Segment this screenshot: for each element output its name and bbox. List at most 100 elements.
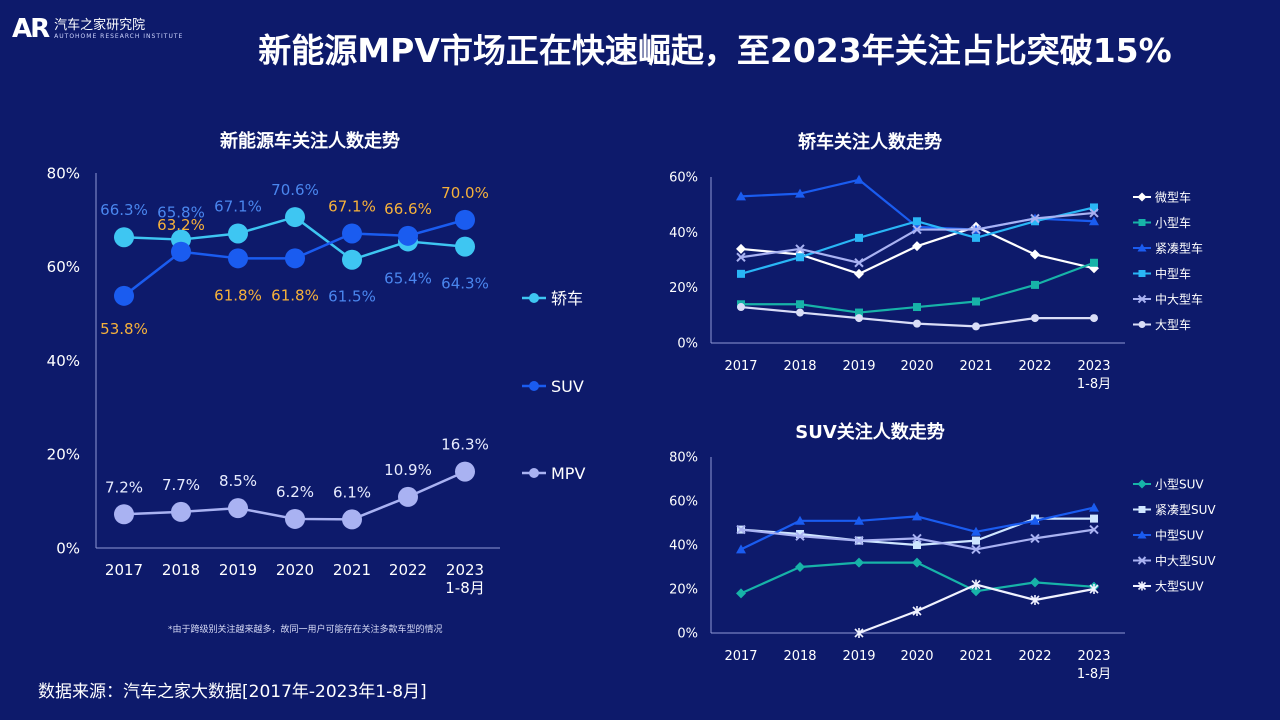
sedan-point	[972, 233, 980, 242]
logo-chinese-name: 汽车之家研究院	[54, 17, 146, 33]
nev-data-label: 67.1%	[214, 197, 262, 215]
sedan-point	[913, 217, 921, 226]
suv-point	[912, 557, 922, 568]
nev-data-label: 65.4%	[384, 269, 432, 287]
suv-legend-marker	[1137, 530, 1147, 539]
suv-series-line	[740, 561, 1095, 595]
suv-legend-marker	[1137, 556, 1147, 565]
nev-data-label: 63.2%	[157, 216, 205, 234]
sedan-legend-label: 微型车	[1155, 190, 1191, 205]
suv-point	[971, 586, 981, 597]
suv-point	[1090, 514, 1098, 523]
nev-y-tick-label: 0%	[56, 539, 80, 557]
suv-point	[1030, 515, 1040, 525]
suv-point	[854, 515, 864, 525]
nev-data-label: 61.8%	[214, 286, 262, 304]
nev-point	[114, 227, 134, 248]
sedan-point	[1030, 213, 1040, 224]
sedan-x-tick-label: 2020	[900, 359, 933, 374]
suv-point	[854, 535, 864, 546]
suv-point	[1030, 595, 1040, 605]
nev-point	[228, 498, 248, 519]
suv-point	[736, 544, 746, 554]
sedan-x-tick-label: 2018	[783, 359, 816, 374]
nev-legend-marker	[529, 468, 539, 478]
sedan-point	[1090, 203, 1098, 212]
sedan-point	[795, 188, 805, 198]
nev-data-label: 70.0%	[441, 184, 489, 202]
nev-point	[342, 249, 362, 270]
suv-point	[854, 557, 864, 568]
sedan-chart-title: 轿车关注人数走势	[798, 132, 942, 153]
nev-data-label: 61.5%	[328, 288, 376, 306]
nev-data-label: 10.9%	[384, 461, 432, 479]
nev-x-tick-label: 2018	[162, 561, 200, 579]
sedan-point	[913, 303, 921, 312]
nev-point	[455, 236, 475, 257]
sedan-x-tick-label: 2023	[1077, 359, 1110, 374]
nev-y-tick-label: 20%	[47, 446, 80, 464]
suv-point	[971, 526, 981, 536]
nev-data-label: 7.2%	[105, 478, 143, 496]
suv-point	[971, 544, 981, 555]
sedan-point	[854, 174, 864, 184]
nev-chart-title: 新能源车关注人数走势	[220, 131, 400, 152]
suv-legend-marker	[1138, 506, 1146, 513]
suv-point	[912, 511, 922, 521]
sedan-point	[1030, 249, 1040, 260]
sedan-point	[1031, 314, 1039, 323]
suv-legend-label: 小型SUV	[1155, 478, 1204, 492]
suv-x-tick-label: 2017	[724, 649, 757, 664]
suv-point	[1089, 584, 1099, 594]
suv-point	[1030, 577, 1040, 588]
nev-x-tick-label: 1-8月	[445, 579, 485, 597]
suv-y-tick-label: 40%	[669, 539, 698, 554]
sedan-legend-label: 小型车	[1155, 215, 1191, 230]
suv-y-tick-label: 60%	[669, 495, 698, 510]
suv-x-tick-label: 2020	[900, 649, 933, 664]
nev-data-label: 8.5%	[219, 472, 257, 490]
nev-legend-marker	[529, 293, 539, 303]
nev-legend-label: 轿车	[551, 289, 583, 308]
sedan-legend-label: 中大型车	[1155, 292, 1203, 307]
suv-y-tick-label: 80%	[669, 451, 698, 466]
sedan-point	[737, 269, 745, 278]
sedan-point	[1089, 208, 1099, 218]
sedan-point	[736, 252, 746, 262]
sedan-x-tick-label: 2017	[724, 359, 757, 374]
nev-point	[171, 501, 191, 522]
suv-point	[796, 530, 804, 538]
nev-data-label: 70.6%	[271, 181, 319, 199]
sedan-legend-label: 紧凑型车	[1155, 241, 1203, 256]
suv-x-tick-label: 1-8月	[1077, 667, 1111, 682]
nev-x-tick-label: 2021	[333, 561, 371, 579]
nev-x-tick-label: 2022	[389, 561, 427, 579]
sedan-legend-marker	[1137, 192, 1147, 202]
nev-data-label: 66.6%	[384, 200, 432, 218]
nev-data-label: 7.7%	[162, 476, 200, 494]
suv-point	[1089, 502, 1099, 512]
sedan-point	[796, 253, 804, 262]
nev-point	[455, 461, 475, 482]
sedan-point	[912, 224, 922, 235]
suv-legend-label: 中型SUV	[1155, 528, 1204, 543]
page-title: 新能源MPV市场正在快速崛起，至2023年关注占比突破15%	[258, 31, 1172, 70]
nev-data-label: 6.2%	[276, 483, 314, 501]
sedan-point	[972, 322, 980, 331]
sedan-point	[855, 233, 863, 242]
sedan-point	[736, 191, 746, 201]
suv-point	[912, 606, 922, 616]
sedan-point	[796, 308, 804, 317]
sedan-point	[1089, 216, 1099, 226]
suv-y-tick-label: 0%	[677, 627, 698, 642]
sedan-point	[912, 241, 922, 252]
suv-point	[795, 531, 805, 541]
sedan-x-tick-label: 2021	[959, 359, 992, 374]
sedan-legend-marker	[1138, 321, 1146, 328]
suv-x-tick-label: 2023	[1077, 649, 1110, 664]
logo: AR 汽车之家研究院 AUTOHOME RESEARCH INSTITUTE	[12, 14, 183, 44]
suv-point	[972, 536, 980, 545]
suv-legend-marker	[1137, 479, 1147, 489]
sedan-point	[972, 297, 980, 306]
data-source: 数据来源：汽车之家大数据[2017年-2023年1-8月]	[38, 682, 427, 702]
